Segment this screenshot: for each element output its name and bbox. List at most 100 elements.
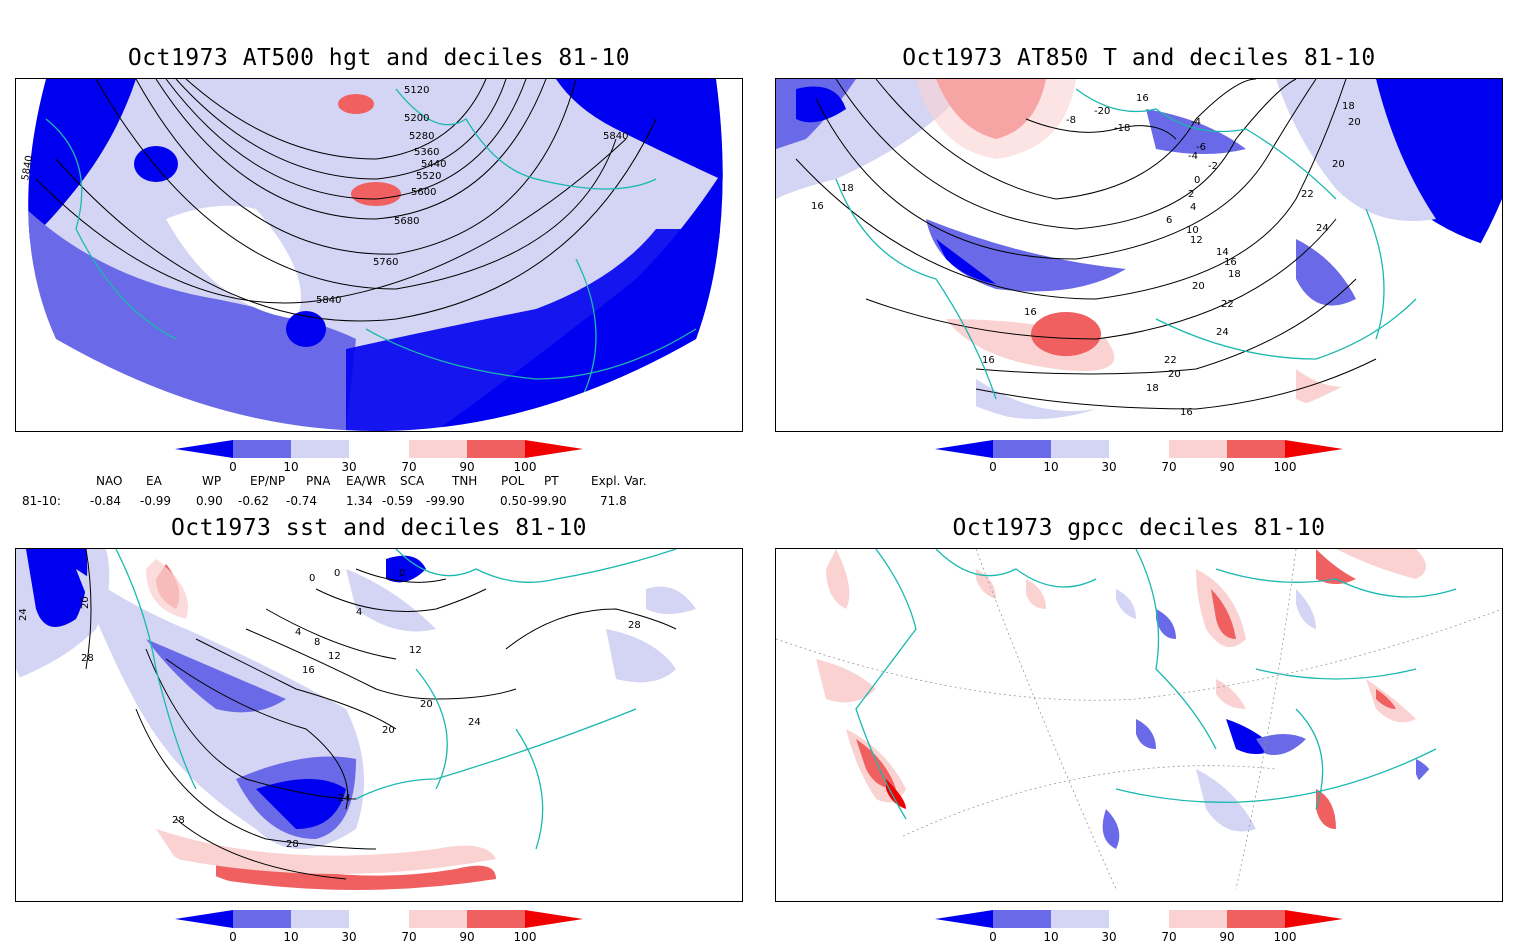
contour-label: 18 — [1146, 383, 1159, 394]
contour-label: 24 — [18, 608, 29, 621]
map-gpcc — [776, 549, 1502, 895]
cb-tick: 90 — [1219, 930, 1235, 944]
cb-tick: 30 — [1101, 930, 1117, 944]
index-value: -99.90 — [426, 494, 465, 508]
contour-label: 5600 — [411, 187, 436, 198]
map-panel-gpcc — [775, 548, 1503, 902]
contour-label: 16 — [1024, 307, 1037, 318]
index-header: WP — [202, 474, 222, 488]
contour-label: -2 — [1208, 161, 1218, 172]
colorbar-2: 0 10 30 70 90 100 — [935, 440, 1355, 480]
cb-tick: 70 — [1161, 930, 1177, 944]
contour-label: 20 — [1192, 281, 1205, 292]
index-value: 0.50 — [500, 494, 527, 508]
map-panel-t850: 16 -20 -18 -8 -4 -6 -4 -2 0 2 4 6 10 12 … — [775, 78, 1503, 432]
cb-seg — [1169, 440, 1227, 458]
cb-tick: 100 — [1273, 460, 1297, 474]
index-header: SCA — [400, 474, 425, 488]
contour-label: 0 — [399, 568, 405, 579]
cb-seg — [1169, 910, 1227, 928]
cb-seg — [233, 910, 291, 928]
contour-label: 22 — [1221, 299, 1234, 310]
contour-label: 5440 — [421, 159, 446, 170]
contour-label: 10 — [1186, 225, 1199, 236]
contour-label: 20 — [1332, 159, 1345, 170]
cb-seg — [1051, 910, 1109, 928]
contour-label: 0 — [1194, 175, 1200, 186]
index-header: TNH — [452, 474, 478, 488]
cb-seg — [1109, 440, 1169, 458]
cb-tick: 90 — [459, 460, 475, 474]
contour-label: 16 — [982, 355, 995, 366]
cb-seg — [467, 910, 525, 928]
contour-label: 5840 — [316, 295, 341, 306]
cb-tick: 70 — [401, 930, 417, 944]
contour-label: 24 — [468, 717, 481, 728]
contour-label: 5360 — [414, 147, 439, 158]
cb-seg — [1227, 910, 1285, 928]
index-header: EA/WR — [346, 474, 387, 488]
cb-tick: 10 — [1043, 460, 1059, 474]
contour-label: 0 — [309, 573, 315, 584]
contour-label: 5120 — [404, 85, 429, 96]
cb-seg — [291, 910, 349, 928]
cb-tick: 10 — [1043, 930, 1059, 944]
contour-label: 24 — [1316, 223, 1329, 234]
cb-tick: 0 — [989, 460, 997, 474]
contour-label: -4 — [1188, 151, 1198, 162]
index-value: 1.34 — [346, 494, 373, 508]
contour-label: 20 — [382, 725, 395, 736]
index-value: -0.74 — [286, 494, 318, 508]
map-hgt500: 5120 5200 5280 5360 5440 5520 5600 5680 … — [20, 79, 723, 431]
contour-label: 5840 — [603, 131, 628, 142]
index-value: -99.90 — [528, 494, 567, 508]
cb-seg — [467, 440, 525, 458]
cb-seg — [935, 910, 993, 928]
contour-label: 5680 — [394, 216, 419, 227]
contour-label: 6 — [1166, 215, 1172, 226]
index-value: -0.99 — [140, 494, 172, 508]
cb-seg — [291, 440, 349, 458]
cb-seg — [1285, 440, 1343, 458]
contour-label: 8 — [314, 637, 320, 648]
contour-label: 12 — [409, 645, 422, 656]
cb-seg — [935, 440, 993, 458]
map-t850: 16 -20 -18 -8 -4 -6 -4 -2 0 2 4 6 10 12 … — [776, 79, 1502, 425]
contour-label: -20 — [1094, 106, 1110, 117]
cb-seg — [175, 910, 233, 928]
contour-label: 12 — [1190, 235, 1203, 246]
contour-label: 28 — [286, 839, 299, 850]
cb-tick: 30 — [1101, 460, 1117, 474]
colorbar-3: 0 10 30 70 90 100 — [175, 910, 595, 950]
contour-label: 5280 — [409, 131, 434, 142]
contour-label: 16 — [1180, 407, 1193, 418]
contour-label: 28 — [172, 815, 185, 826]
cb-seg — [175, 440, 233, 458]
cb-tick: 0 — [229, 930, 237, 944]
contour-label: 16 — [1136, 93, 1149, 104]
panel-title-t850: Oct1973 AT850 T and deciles 81-10 — [902, 45, 1376, 71]
index-header: PT — [544, 474, 559, 488]
cb-seg — [993, 440, 1051, 458]
contour-label: 18 — [841, 183, 854, 194]
index-value: 0.90 — [196, 494, 223, 508]
panel-title-hgt500: Oct1973 AT500 hgt and deciles 81-10 — [127, 45, 631, 71]
index-value: -0.62 — [238, 494, 270, 508]
contour-label: 16 — [1224, 257, 1237, 268]
panel-title-gpcc: Oct1973 gpcc deciles 81-10 — [952, 515, 1326, 541]
colorbar-3-legend — [175, 910, 583, 928]
colorbar-1-legend — [175, 440, 583, 458]
cb-seg — [1109, 910, 1169, 928]
cb-seg — [525, 910, 583, 928]
contour-label: 0 — [334, 568, 340, 579]
contour-label: 16 — [302, 665, 315, 676]
contour-label: 20 — [80, 596, 91, 609]
index-row-label: 81-10: — [22, 494, 61, 508]
index-value: -0.84 — [90, 494, 122, 508]
cb-seg — [1285, 910, 1343, 928]
cb-seg — [525, 440, 583, 458]
contour-label: 12 — [328, 651, 341, 662]
map-sst: 0 0 0 4 4 8 12 12 16 20 20 24 24 28 28 2… — [16, 549, 742, 895]
contour-label: -8 — [1066, 115, 1076, 126]
contour-label: 28 — [81, 653, 94, 664]
